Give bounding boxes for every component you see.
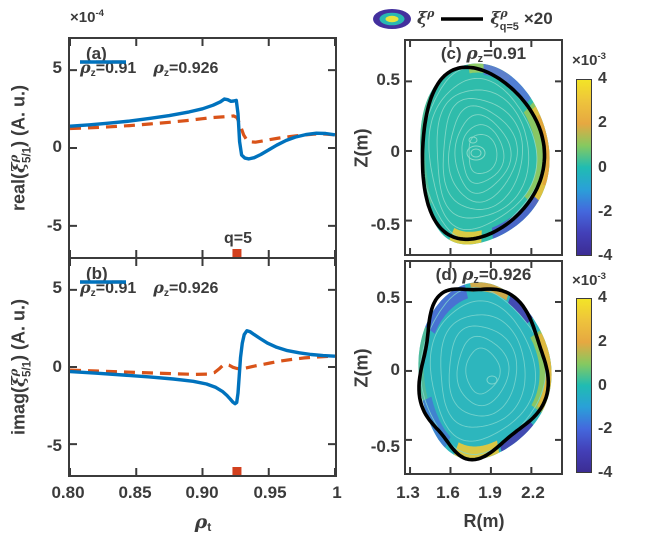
colorbar-tick-label: 2: [598, 114, 607, 132]
solid-line-sample-icon: [80, 280, 126, 284]
colorbar-tick-label: 0: [598, 158, 607, 176]
panel-d-title: (d) ρz=0.926: [435, 265, 532, 287]
x-tick-label: 1.9: [478, 483, 502, 502]
x-tick-label: 0.95: [253, 483, 287, 502]
x-tick-label: 1.6: [436, 483, 460, 502]
y-tick-label: -0.5: [370, 215, 400, 234]
panel-d-plot: [406, 262, 561, 473]
figure-top-legend: ξρ ξρq=5 ×20: [372, 7, 553, 33]
y-tick-label: 0: [390, 142, 400, 161]
colorbar-d: [576, 298, 592, 473]
panel-b-label: (b): [86, 264, 108, 283]
panel-a-y-exponent: ×10-4: [70, 8, 104, 26]
colorbar-tick-label: -4: [598, 464, 613, 481]
x-tick-label: 0.85: [118, 483, 152, 502]
colorbar-tick-label: -2: [598, 202, 613, 220]
panel-b: (b) ρz=0.91 ρz=0.926: [68, 257, 337, 477]
panel-c-plot: [406, 41, 561, 254]
y-tick-label: 0: [52, 357, 62, 376]
colorbar-c-exponent: ×10-3: [572, 51, 606, 69]
y-tick-label: -0.5: [370, 437, 400, 456]
colorbar-tick-label: 2: [598, 332, 607, 350]
boundary-line-icon: [441, 17, 484, 21]
x-tick-label: 0.90: [185, 483, 219, 502]
colorbar-tick-label: -2: [598, 420, 613, 438]
colorbar-c: [576, 79, 592, 256]
legend-entry-rho0926: ρz=0.926: [153, 278, 219, 299]
panel-b-legend: ρz=0.91 ρz=0.926: [80, 278, 219, 299]
x-tick-label: 1: [332, 483, 342, 502]
q5-annotation: q=5: [223, 230, 253, 247]
y-tick-label: 5: [52, 58, 62, 77]
panel-b-xlabel: ρt: [194, 511, 212, 535]
colorbar-tick-label: 4: [598, 70, 607, 87]
colorbar-tick-label: 4: [598, 289, 607, 306]
contour-blob-icon: [373, 9, 411, 29]
y-tick-label: -5: [46, 436, 62, 455]
y-tick-label: -5: [46, 216, 62, 235]
solid-line-sample-icon: [80, 60, 126, 64]
panel-d-xlabel: R(m): [463, 511, 505, 531]
panel-a-plot: [70, 39, 335, 257]
panel-c: (c) ρz=0.91: [404, 39, 563, 256]
panel-b-plot: [70, 259, 335, 475]
colorbar-tick-label: 0: [598, 376, 607, 394]
legend-times20-label: ×20: [523, 9, 553, 28]
y-tick-label: 0: [52, 137, 62, 156]
y-tick-label: 0: [390, 360, 400, 379]
panel-a-legend: ρz=0.91 ρz=0.926: [80, 58, 219, 79]
y-tick-label: 0.5: [376, 288, 400, 307]
legend-xi-label: ξρ: [417, 7, 435, 29]
panel-a-label: (a): [86, 44, 107, 63]
panel-a: (a) ρz=0.91 ρz=0.926 q=5: [68, 37, 337, 259]
x-tick-label: 1.3: [396, 483, 420, 502]
x-tick-label: 0.80: [51, 483, 85, 502]
y-tick-label: 5: [52, 278, 62, 297]
panel-c-title: (c) ρz=0.91: [440, 44, 527, 66]
x-tick-label: 2.2: [521, 483, 545, 502]
colorbar-d-exponent: ×10-3: [572, 271, 606, 289]
y-tick-label: 0.5: [376, 70, 400, 89]
legend-entry-rho091: ρz=0.91: [80, 58, 137, 79]
panel-d: (d) ρz=0.926: [404, 260, 563, 475]
legend-entry-rho0926: ρz=0.926: [153, 58, 219, 79]
legend-xiq5-label: ξρq=5: [490, 7, 519, 33]
legend-entry-rho091: ρz=0.91: [80, 278, 137, 299]
colorbar-tick-label: -4: [598, 247, 613, 264]
